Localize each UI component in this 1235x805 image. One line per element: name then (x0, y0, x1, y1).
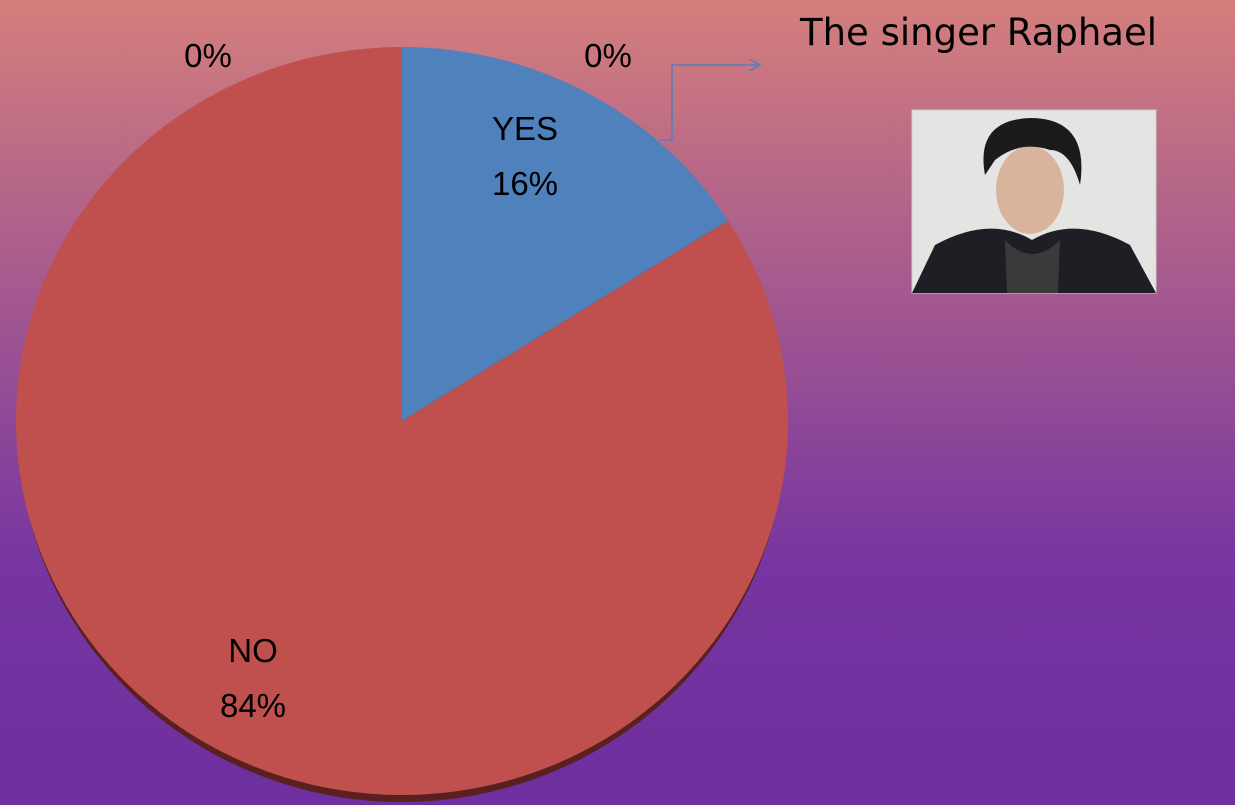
slice-value-label: 0% (184, 37, 232, 74)
callout-arrow (660, 58, 762, 141)
slice-category-label: YES (492, 110, 558, 147)
pie (15, 47, 788, 795)
slice-value-label: 16% (492, 165, 558, 202)
pie-slice (15, 47, 788, 795)
photo (911, 109, 1157, 294)
slice-value-label: 84% (220, 687, 286, 724)
annotation: The singer Raphael (799, 11, 1157, 54)
slice-category-label: NO (228, 632, 278, 669)
slice-value-label: 0% (584, 37, 632, 74)
pie-slice (402, 47, 728, 421)
